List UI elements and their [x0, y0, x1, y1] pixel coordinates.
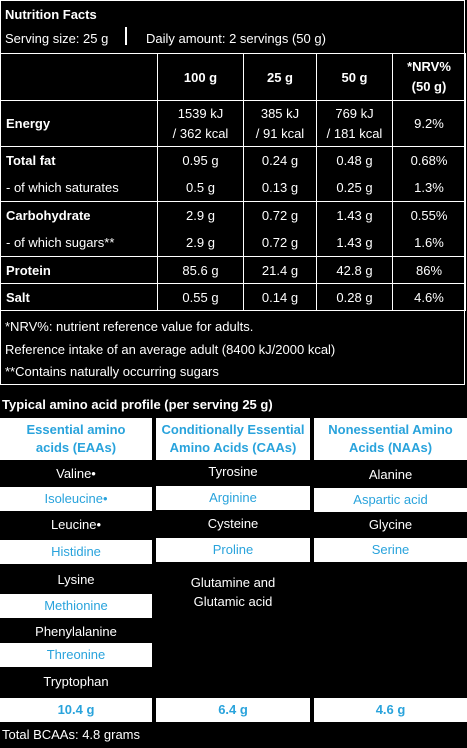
cell-nrv: 4.6% — [392, 283, 466, 311]
cell-50g: 0.25 g — [316, 174, 393, 202]
row-label: Carbohydrate — [0, 201, 158, 230]
eaa-item: Lysine — [57, 572, 95, 587]
cell-50g: 0.28 g — [316, 283, 393, 311]
cell-25g: 0.14 g — [243, 283, 317, 311]
eaa-item: Methionine — [0, 594, 152, 618]
table-row: - of which saturates 0.5 g 0.13 g 0.25 g… — [0, 174, 466, 202]
cell-100g: 0.95 g — [157, 146, 244, 175]
footnote-reference: Reference intake of an average adult (84… — [5, 342, 336, 357]
cell-25g: 0.72 g — [243, 201, 317, 230]
table-row: Energy 1539 kJ / 362 kcal 385 kJ / 91 kcal… — [0, 100, 466, 147]
table-header-row: 100 g 25 g 50 g *NRV% (50 g) — [0, 53, 466, 101]
header-nrv-line1: *NRV% — [407, 59, 451, 74]
table-row: Protein 85.6 g 21.4 g 42.8 g 86% — [0, 256, 466, 284]
cell-value: / 181 kcal — [326, 125, 383, 141]
header-nrv-line2: (50 g) — [411, 79, 447, 94]
eaa-item: Histidine — [0, 540, 152, 564]
caa-glutamine-line1: Glutamine and — [190, 575, 276, 590]
total-bcaas: Total BCAAs: 4.8 grams — [2, 727, 140, 742]
table-row: Carbohydrate 2.9 g 0.72 g 1.43 g 0.55% — [0, 201, 466, 230]
header-naa-line1: Nonessential Amino — [328, 422, 453, 437]
header-25g: 25 g — [243, 53, 317, 101]
header-naa: Nonessential Amino Acids (NAAs) — [314, 418, 467, 460]
cell-100g: 1539 kJ / 362 kcal — [157, 100, 244, 147]
header-100g: 100 g — [157, 53, 244, 101]
header-caa-line2: Amino Acids (CAAs) — [169, 440, 297, 455]
cell-nrv: 0.68% — [392, 146, 466, 175]
total-eaa: 10.4 g — [0, 698, 152, 722]
cell-nrv: 9.2% — [392, 100, 466, 147]
naa-item: Serine — [314, 538, 467, 562]
cell-50g: 0.48 g — [316, 146, 393, 175]
cell-25g: 0.24 g — [243, 146, 317, 175]
row-label: - of which sugars** — [0, 229, 158, 257]
cell-50g: 1.43 g — [316, 201, 393, 230]
cell-100g: 0.5 g — [157, 174, 244, 202]
header-caa: Conditionally Essential Amino Acids (CAAs… — [156, 418, 310, 460]
header-caa-line1: Conditionally Essential — [161, 422, 305, 437]
cell-100g: 85.6 g — [157, 256, 244, 284]
header-50g: 50 g — [316, 53, 393, 101]
naa-item: Alanine — [368, 467, 413, 482]
row-label: Energy — [0, 100, 158, 147]
cell-nrv: 86% — [392, 256, 466, 284]
row-label: - of which saturates — [0, 174, 158, 202]
cell-25g: 21.4 g — [243, 256, 317, 284]
cell-50g: 42.8 g — [316, 256, 393, 284]
row-label: Total fat — [0, 146, 158, 175]
table-row: - of which sugars** 2.9 g 0.72 g 1.43 g … — [0, 229, 466, 257]
footnote-sugars: **Contains naturally occurring sugars — [5, 364, 219, 379]
total-naa: 4.6 g — [314, 698, 467, 722]
cell-100g: 0.55 g — [157, 283, 244, 311]
naa-item: Glycine — [368, 517, 413, 532]
caa-item: Arginine — [156, 486, 310, 510]
cell-25g: 0.13 g — [243, 174, 317, 202]
caa-item-glutamine: Glutamine and Glutamic acid — [156, 573, 310, 611]
cell-value: 769 kJ — [335, 105, 374, 121]
serving-size: Serving size: 25 g — [5, 31, 109, 46]
eaa-item: Leucine• — [50, 517, 102, 532]
table-row: Salt 0.55 g 0.14 g 0.28 g 4.6% — [0, 283, 466, 311]
eaa-item: Isoleucine• — [0, 487, 152, 511]
eaa-item: Phenylalanine — [35, 624, 117, 639]
cell-100g: 2.9 g — [157, 201, 244, 230]
daily-amount: Daily amount: 2 servings (50 g) — [146, 31, 326, 46]
header-eaa-line2: acids (EAAs) — [35, 440, 117, 455]
eaa-item: Tryptophan — [43, 674, 109, 689]
nutrition-table: 100 g 25 g 50 g *NRV% (50 g) Energy 1539… — [0, 53, 466, 311]
cell-value: / 91 kcal — [255, 125, 305, 141]
cell-25g: 385 kJ / 91 kcal — [243, 100, 317, 147]
caa-item: Tyrosine — [208, 464, 258, 479]
nutrition-facts-title: Nutrition Facts — [5, 7, 97, 22]
cell-nrv: 0.55% — [392, 201, 466, 230]
cell-25g: 0.72 g — [243, 229, 317, 257]
naa-item: Aspartic acid — [314, 488, 467, 512]
cell-100g: 2.9 g — [157, 229, 244, 257]
total-caa: 6.4 g — [156, 698, 310, 722]
eaa-item: Valine• — [56, 466, 96, 481]
caa-item: Cysteine — [207, 516, 259, 531]
cell-nrv: 1.6% — [392, 229, 466, 257]
cell-nrv: 1.3% — [392, 174, 466, 202]
cell-value: 1539 kJ — [177, 105, 224, 121]
serving-separator — [125, 27, 127, 45]
caa-item: Proline — [156, 538, 310, 562]
cell-50g: 769 kJ / 181 kcal — [316, 100, 393, 147]
row-label: Protein — [0, 256, 158, 284]
header-empty — [0, 53, 158, 101]
cell-value: 385 kJ — [260, 105, 300, 121]
amino-profile-title: Typical amino acid profile (per serving … — [2, 397, 273, 412]
row-label: Salt — [0, 283, 158, 311]
header-eaa: Essential amino acids (EAAs) — [0, 418, 152, 460]
eaa-item: Threonine — [0, 643, 152, 667]
header-nrv: *NRV% (50 g) — [392, 53, 466, 101]
cell-50g: 1.43 g — [316, 229, 393, 257]
table-row: Total fat 0.95 g 0.24 g 0.48 g 0.68% — [0, 146, 466, 175]
header-naa-line2: Acids (NAAs) — [348, 440, 433, 455]
cell-value: / 362 kcal — [172, 125, 229, 141]
caa-glutamine-line2: Glutamic acid — [193, 594, 273, 609]
footnote-nrv: *NRV%: nutrient reference value for adul… — [5, 319, 254, 334]
header-eaa-line1: Essential amino — [26, 422, 126, 437]
